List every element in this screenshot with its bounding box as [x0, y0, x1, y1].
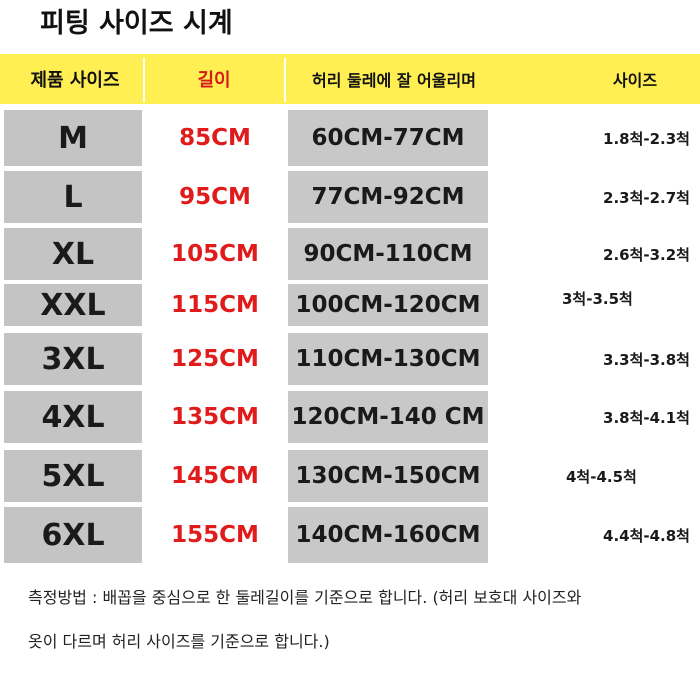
size-cell: XL [4, 228, 142, 280]
length-cell: 105CM [145, 228, 285, 280]
waist-cell: 130CM-150CM [288, 450, 488, 502]
table-row: 5XL 145CM 130CM-150CM 4척-4.5척 [0, 450, 700, 502]
header-divider [143, 58, 145, 102]
waist-cell: 90CM-110CM [288, 228, 488, 280]
table-row: L 95CM 77CM-92CM 2.3척-2.7척 [0, 171, 700, 223]
measurement-note: 측정방법 : 배꼽을 중심으로 한 둘레길이를 기준으로 합니다. (허리 보호… [28, 588, 582, 607]
table-header [0, 54, 700, 104]
fit-cell: 2.6척-3.2척 [492, 228, 700, 280]
fit-cell: 3.8척-4.1척 [492, 391, 700, 443]
waist-cell: 60CM-77CM [288, 110, 488, 166]
waist-cell: 120CM-140 CM [288, 391, 488, 443]
header-product-size: 제품 사이즈 [30, 70, 120, 91]
fit-cell: 2.3척-2.7척 [492, 171, 700, 223]
fit-cell: 1.8척-2.3척 [492, 110, 700, 166]
fit-cell: 4.4척-4.8척 [492, 507, 700, 563]
waist-cell: 100CM-120CM [288, 284, 488, 326]
waist-cell: 77CM-92CM [288, 171, 488, 223]
length-cell: 155CM [145, 507, 285, 563]
waist-cell: 140CM-160CM [288, 507, 488, 563]
fit-cell: 4척-4.5척 [566, 450, 700, 502]
length-cell: 85CM [145, 110, 285, 166]
size-cell: 6XL [4, 507, 142, 563]
header-size: 사이즈 [612, 71, 658, 90]
header-length: 길이 [197, 70, 231, 91]
table-row: XXL 115CM 100CM-120CM 3척-3.5척 [0, 284, 700, 326]
fit-cell: 3척-3.5척 [562, 284, 700, 326]
length-cell: 95CM [145, 171, 285, 223]
header-divider [284, 58, 286, 102]
table-row: M 85CM 60CM-77CM 1.8척-2.3척 [0, 110, 700, 166]
table-row: 6XL 155CM 140CM-160CM 4.4척-4.8척 [0, 507, 700, 563]
header-waist-fit: 허리 둘레에 잘 어울리며 [312, 71, 476, 90]
size-cell: 3XL [4, 333, 142, 385]
length-cell: 125CM [145, 333, 285, 385]
length-cell: 115CM [145, 284, 285, 326]
waist-cell: 110CM-130CM [288, 333, 488, 385]
fit-cell: 3.3척-3.8척 [492, 333, 700, 385]
size-cell: 4XL [4, 391, 142, 443]
table-row: 3XL 125CM 110CM-130CM 3.3척-3.8척 [0, 333, 700, 385]
size-cell: M [4, 110, 142, 166]
size-cell: XXL [4, 284, 142, 326]
table-row: XL 105CM 90CM-110CM 2.6척-3.2척 [0, 228, 700, 280]
table-row: 4XL 135CM 120CM-140 CM 3.8척-4.1척 [0, 391, 700, 443]
page-title: 피팅 사이즈 시계 [40, 8, 233, 39]
length-cell: 135CM [145, 391, 285, 443]
size-cell: 5XL [4, 450, 142, 502]
measurement-note-continued: 옷이 다르며 허리 사이즈를 기준으로 합니다.) [28, 632, 330, 651]
size-cell: L [4, 171, 142, 223]
length-cell: 145CM [145, 450, 285, 502]
